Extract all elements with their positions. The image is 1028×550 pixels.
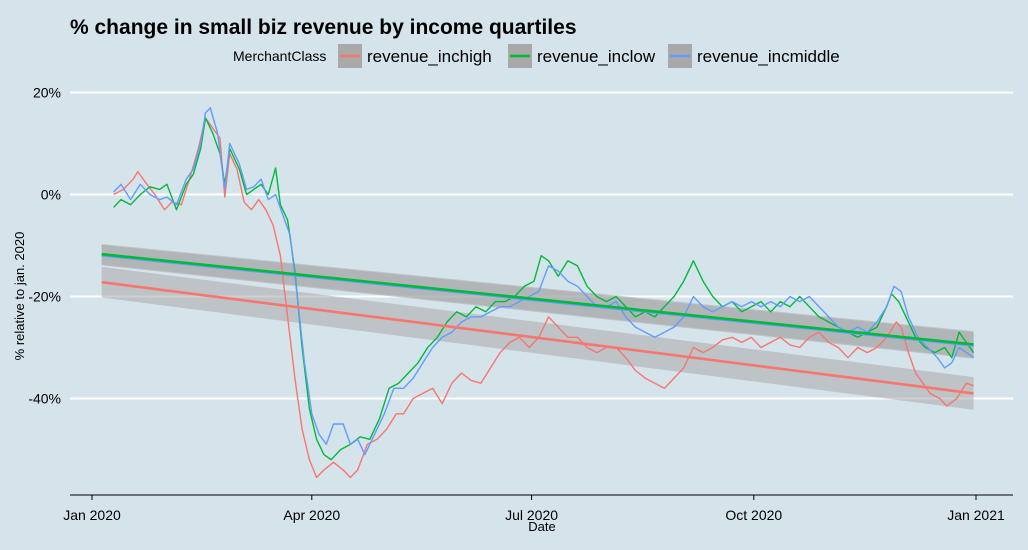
x-tick-label: Jan 2021: [947, 507, 1005, 523]
x-tick-label: Oct 2020: [725, 507, 782, 523]
confidence-band-revenue_incmiddle: [101, 244, 974, 359]
legend-label-revenue_inchigh: revenue_inchigh: [367, 47, 492, 66]
legend-label-revenue_inclow: revenue_inclow: [537, 47, 656, 66]
trend-line-revenue_inclow: [101, 252, 974, 346]
x-tick-label: Jul 2020: [505, 507, 558, 523]
legend-label-revenue_incmiddle: revenue_incmiddle: [697, 47, 840, 66]
series-line-revenue_incmiddle: [113, 107, 975, 456]
series-line-revenue_inclow: [113, 117, 975, 461]
y-tick-label: -40%: [28, 391, 61, 407]
x-tick-label: Jan 2020: [63, 507, 121, 523]
trend-lines: [101, 252, 974, 395]
y-tick-label: 20%: [33, 85, 61, 101]
y-tick-label: 0%: [41, 187, 61, 203]
y-axis: 20% 0% -20% -40%: [28, 85, 61, 407]
x-axis: Jan 2020 Apr 2020 Jul 2020 Oct 2020 Jan 2021: [63, 495, 1005, 523]
chart-title: % change in small biz revenue by income …: [70, 16, 577, 39]
x-tick-label: Apr 2020: [283, 507, 340, 523]
legend: MerchantClass revenue_inchigh revenue_inc…: [233, 44, 840, 68]
trend-line-revenue_inchigh: [101, 280, 974, 395]
y-axis-title: % relative to jan. 2020: [12, 232, 27, 361]
legend-title: MerchantClass: [233, 48, 326, 64]
y-tick-label: -20%: [28, 289, 61, 305]
series-lines: [113, 107, 975, 479]
x-axis-title: Date: [528, 519, 555, 534]
series-line-revenue_inchigh: [113, 117, 974, 479]
